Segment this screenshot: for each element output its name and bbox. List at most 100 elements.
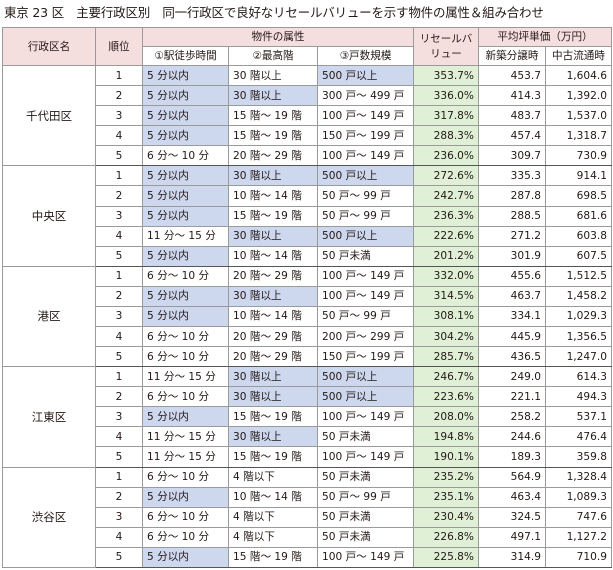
max-floor-cell: 20 階～ 29 階 — [228, 346, 318, 368]
unit-count-cell: 500 戸以上 — [317, 366, 414, 388]
rank-column-header: 順位 — [95, 27, 143, 66]
ward-name: 渋谷区 — [2, 466, 96, 569]
walk-time-cell: 6 分～ 10 分 — [142, 346, 229, 368]
resale-value-cell: 236.0% — [413, 145, 479, 167]
new-price-cell: 288.5 — [478, 205, 546, 227]
unit-count-cell: 50 戸～ 99 戸 — [317, 205, 414, 227]
resale-value-cell: 304.2% — [413, 326, 479, 348]
rank-cell: 5 — [95, 546, 143, 569]
unit-count-cell: 50 戸未満 — [317, 426, 414, 448]
walk-time-cell: 5 分以内 — [142, 406, 229, 428]
used-price-cell: 1,328.4 — [545, 466, 612, 488]
max-floor-cell: 30 階以上 — [228, 165, 318, 187]
new-price-cell: 445.9 — [478, 326, 546, 348]
used-price-cell: 494.3 — [545, 386, 612, 408]
ward-name: 江東区 — [2, 366, 96, 468]
resale-value-cell: 336.0% — [413, 85, 479, 107]
used-price-cell: 698.5 — [545, 185, 612, 207]
resale-value-cell: 226.8% — [413, 526, 479, 548]
page-title: 東京 23 区 主要行政区別 同一行政区で良好なリセールバリューを示す物件の属性… — [4, 5, 544, 20]
table-body: 千代田区 1 5 分以内 30 階以上 500 戸以上 353.7% 453.7 1,604.… — [2, 64, 612, 569]
resale-value-cell: 314.5% — [413, 285, 479, 307]
max-floor-cell: 15 階～ 19 階 — [228, 105, 318, 127]
max-floor-cell: 30 階以上 — [228, 225, 318, 247]
used-price-cell: 710.9 — [545, 546, 612, 569]
rank-cell: 5 — [95, 145, 143, 167]
max-floor-cell: 15 階～ 19 階 — [228, 546, 318, 569]
unit-count-cell: 50 戸未満 — [317, 245, 414, 267]
walk-time-cell: 6 分～ 10 分 — [142, 145, 229, 167]
max-floor-cell: 10 階～ 14 階 — [228, 185, 318, 207]
walk-time-cell: 5 分以内 — [142, 85, 229, 107]
walk-time-cell: 6 分～ 10 分 — [142, 506, 229, 528]
resale-value-cell: 242.7% — [413, 185, 479, 207]
unit-count-cell: 100 戸～ 149 戸 — [317, 285, 414, 307]
rank-cell: 4 — [95, 426, 143, 448]
unit-count-cell: 150 戸～ 199 戸 — [317, 346, 414, 368]
table-row: 中央区 1 5 分以内 30 階以上 500 戸以上 272.6% 335.3 914.1 — [2, 165, 612, 267]
walk-time-cell: 5 分以内 — [142, 125, 229, 147]
resale-value-cell: 272.6% — [413, 165, 479, 187]
walk-time-cell: 5 分以内 — [142, 165, 229, 187]
max-floor-header: ②最高階 — [228, 46, 318, 66]
resale-value-cell: 235.2% — [413, 466, 479, 488]
unit-count-cell: 50 戸未満 — [317, 466, 414, 488]
new-price-cell: 324.5 — [478, 506, 546, 528]
walk-time-cell: 5 分以内 — [142, 205, 229, 227]
resale-value-cell: 222.6% — [413, 225, 479, 247]
used-price-cell: 681.6 — [545, 205, 612, 227]
resale-value-cell: 225.8% — [413, 546, 479, 569]
resale-value-cell: 223.6% — [413, 386, 479, 408]
rank-cell: 1 — [95, 366, 143, 388]
resale-value-cell: 201.2% — [413, 245, 479, 267]
unit-count-cell: 50 戸未満 — [317, 506, 414, 528]
used-price-cell: 1,458.2 — [545, 285, 612, 307]
walk-time-header: ①駅徒歩時間 — [142, 46, 229, 66]
unit-count-cell: 150 戸～ 199 戸 — [317, 125, 414, 147]
new-price-cell: 334.1 — [478, 305, 546, 328]
used-price-cell: 607.5 — [545, 245, 612, 267]
new-price-header: 新築分譲時 — [478, 46, 546, 66]
price-column-header: 平均坪単価（万円） — [478, 27, 612, 47]
resale-value-cell: 190.1% — [413, 446, 479, 468]
used-price-cell: 1,512.5 — [545, 265, 612, 287]
walk-time-cell: 5 分以内 — [142, 245, 229, 267]
max-floor-cell: 15 階～ 19 階 — [228, 205, 318, 227]
max-floor-cell: 30 階以上 — [228, 426, 318, 448]
new-price-cell: 483.7 — [478, 105, 546, 127]
max-floor-cell: 20 階～ 29 階 — [228, 145, 318, 167]
new-price-cell: 497.1 — [478, 526, 546, 548]
resale-value-cell: 332.0% — [413, 265, 479, 287]
new-price-cell: 309.7 — [478, 145, 546, 167]
rank-cell: 1 — [95, 466, 143, 488]
new-price-cell: 335.3 — [478, 165, 546, 187]
rank-cell: 5 — [95, 346, 143, 368]
rank-cell: 2 — [95, 285, 143, 307]
max-floor-cell: 20 階～ 29 階 — [228, 265, 318, 287]
new-price-cell: 301.9 — [478, 245, 546, 267]
walk-time-cell: 11 分～ 15 分 — [142, 446, 229, 468]
used-price-cell: 747.6 — [545, 506, 612, 528]
rank-cell: 4 — [95, 225, 143, 247]
resale-value-cell: 235.1% — [413, 486, 479, 508]
resale-value-cell: 317.8% — [413, 105, 479, 127]
rank-cell: 3 — [95, 506, 143, 528]
walk-time-cell: 5 分以内 — [142, 546, 229, 569]
max-floor-cell: 4 階以下 — [228, 526, 318, 548]
new-price-cell: 564.9 — [478, 466, 546, 488]
new-price-cell: 457.4 — [478, 125, 546, 147]
table-row: 4 11 分～ 15 分 30 階以上 50 戸未満 194.8% 244.6 476.4 — [3, 426, 612, 448]
unit-count-cell: 50 戸～ 99 戸 — [317, 486, 414, 508]
resale-value-cell: 353.7% — [413, 64, 479, 87]
max-floor-cell: 10 階～ 14 階 — [228, 486, 318, 508]
rank-cell: 1 — [95, 265, 143, 287]
rank-cell: 3 — [95, 305, 143, 328]
max-floor-cell: 15 階～ 19 階 — [228, 125, 318, 147]
unit-count-cell: 500 戸以上 — [317, 225, 414, 247]
used-price-cell: 1,029.3 — [545, 305, 612, 328]
walk-time-cell: 6 分～ 10 分 — [142, 386, 229, 408]
walk-time-cell: 5 分以内 — [142, 185, 229, 207]
